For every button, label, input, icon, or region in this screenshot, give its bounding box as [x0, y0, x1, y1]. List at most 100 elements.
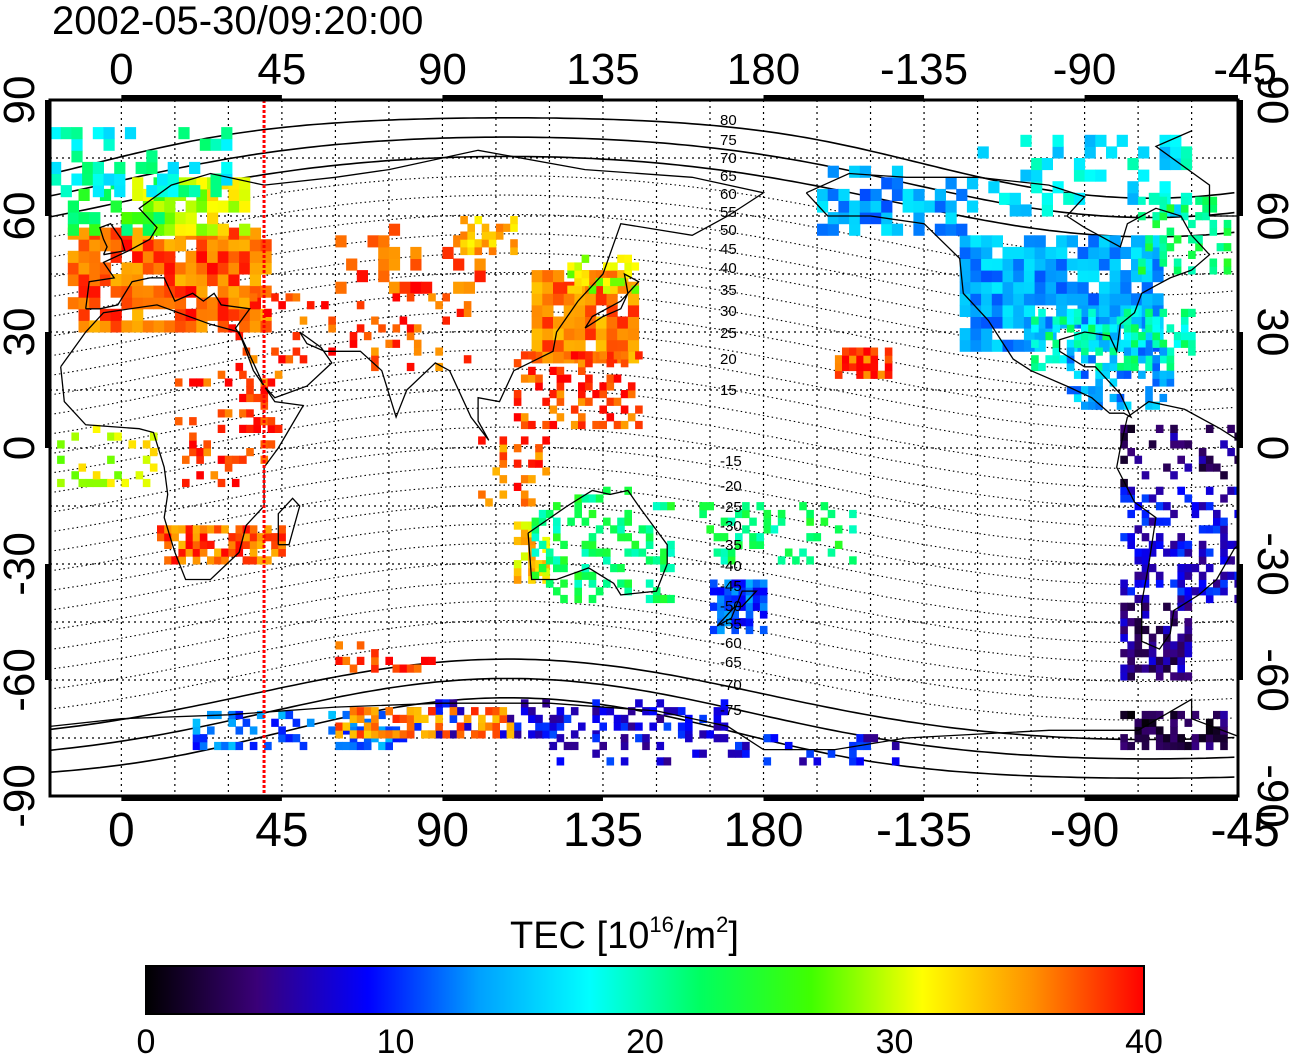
tec-patch [713, 533, 722, 542]
tec-patch [121, 297, 133, 310]
mlat-contour [50, 658, 1235, 741]
tec-patch [1177, 656, 1185, 665]
tec-patch [71, 432, 79, 441]
tec-patch [478, 722, 486, 731]
tec-patch [635, 351, 643, 360]
tec-patch [442, 246, 454, 259]
tec-patch [606, 316, 618, 329]
tec-patch [745, 579, 754, 588]
tec-patch [1123, 308, 1132, 317]
tec-patch [513, 397, 522, 406]
tec-patch [78, 250, 90, 263]
tec-patch [738, 594, 747, 604]
tec-patch [1242, 479, 1250, 487]
tec-patch [595, 339, 607, 352]
tec-patch [870, 370, 879, 379]
tec-patch [146, 150, 158, 163]
tec-patch [635, 405, 643, 414]
tec-patch [1188, 347, 1196, 356]
tec-patch [1198, 455, 1207, 464]
tec-patch [745, 610, 754, 619]
tec-patch [428, 293, 436, 302]
tec-patch [1134, 525, 1143, 534]
tec-patch [970, 293, 982, 306]
tec-patch [456, 308, 465, 317]
coastline [716, 590, 758, 627]
tec-patch [645, 540, 654, 549]
tec-patch [620, 734, 629, 743]
tec-patch [1152, 370, 1160, 379]
tec-patch [1109, 281, 1121, 294]
tec-patch [1170, 734, 1178, 743]
tec-patch [1234, 571, 1238, 580]
tec-patch [1066, 362, 1075, 372]
tec-patch [581, 277, 590, 287]
tec-patch [1120, 618, 1128, 627]
tec-patch [870, 200, 882, 213]
tec-patch [1220, 525, 1228, 534]
tec-patch [745, 602, 754, 611]
tec-patch [863, 347, 871, 356]
tec-patch [603, 285, 611, 294]
tec-patch [228, 262, 240, 275]
tec-patch [1120, 610, 1128, 619]
contour-label: -50 [720, 598, 742, 615]
tec-patch [1209, 258, 1218, 267]
tec-patch [706, 730, 714, 739]
tec-patch [1131, 235, 1143, 248]
tec-patch [1127, 710, 1135, 720]
colorbar-title: TEC [1016/m2] [510, 912, 739, 957]
tec-patch [1109, 304, 1121, 317]
tec-patch [153, 223, 165, 236]
tec-patch [1073, 339, 1082, 348]
tec-patch [174, 378, 183, 387]
tec-patch [1034, 246, 1046, 259]
tec-patch [1045, 281, 1057, 294]
tec-patch [1220, 440, 1228, 449]
tec-patch [1002, 270, 1014, 283]
tec-patch [1177, 594, 1185, 604]
tec-patch [1120, 270, 1132, 283]
tec-patch [624, 533, 632, 542]
tec-patch [606, 328, 618, 341]
tec-patch [149, 448, 158, 457]
tec-patch [1198, 502, 1207, 511]
tec-patch [146, 161, 158, 174]
tec-patch [235, 525, 244, 534]
tec-patch [474, 239, 483, 248]
tec-patch [738, 618, 747, 627]
tec-patch [535, 444, 543, 453]
tec-patch [624, 262, 632, 271]
tec-patch [806, 517, 814, 526]
tec-patch [1205, 455, 1214, 464]
tec-patch [627, 339, 640, 352]
tec-patch [203, 440, 211, 449]
tec-patch [463, 281, 475, 294]
top-tick-label: 90 [418, 45, 467, 94]
colorbar-ticks: 0 10 20 30 40 [137, 1023, 1163, 1057]
tec-patch [349, 707, 358, 716]
tec-patch [1145, 324, 1153, 333]
tec-patch [588, 533, 597, 542]
tec-patch [535, 714, 543, 723]
tec-patch [1159, 196, 1168, 205]
tec-patch [581, 254, 590, 263]
contour-labels: 8075706560555045403530252015-15-20-25-30… [720, 112, 742, 719]
tec-patch [560, 540, 568, 549]
tec-patch [207, 239, 219, 252]
tec-patch [1145, 355, 1153, 364]
tec-patch [239, 455, 247, 464]
tec-patch [849, 347, 857, 356]
tec-patch [1134, 579, 1143, 588]
tec-patch [221, 525, 229, 534]
tec-patch [902, 188, 914, 201]
left-tick-label: 30 [0, 308, 44, 357]
frame-band-top [442, 95, 603, 100]
tec-patch [481, 239, 490, 248]
tec-patch [1127, 533, 1135, 542]
tec-patch [945, 223, 957, 236]
tec-patch [299, 316, 308, 325]
tec-patch [1152, 378, 1160, 387]
tec-patch [132, 297, 144, 310]
tec-patch [1034, 235, 1046, 248]
